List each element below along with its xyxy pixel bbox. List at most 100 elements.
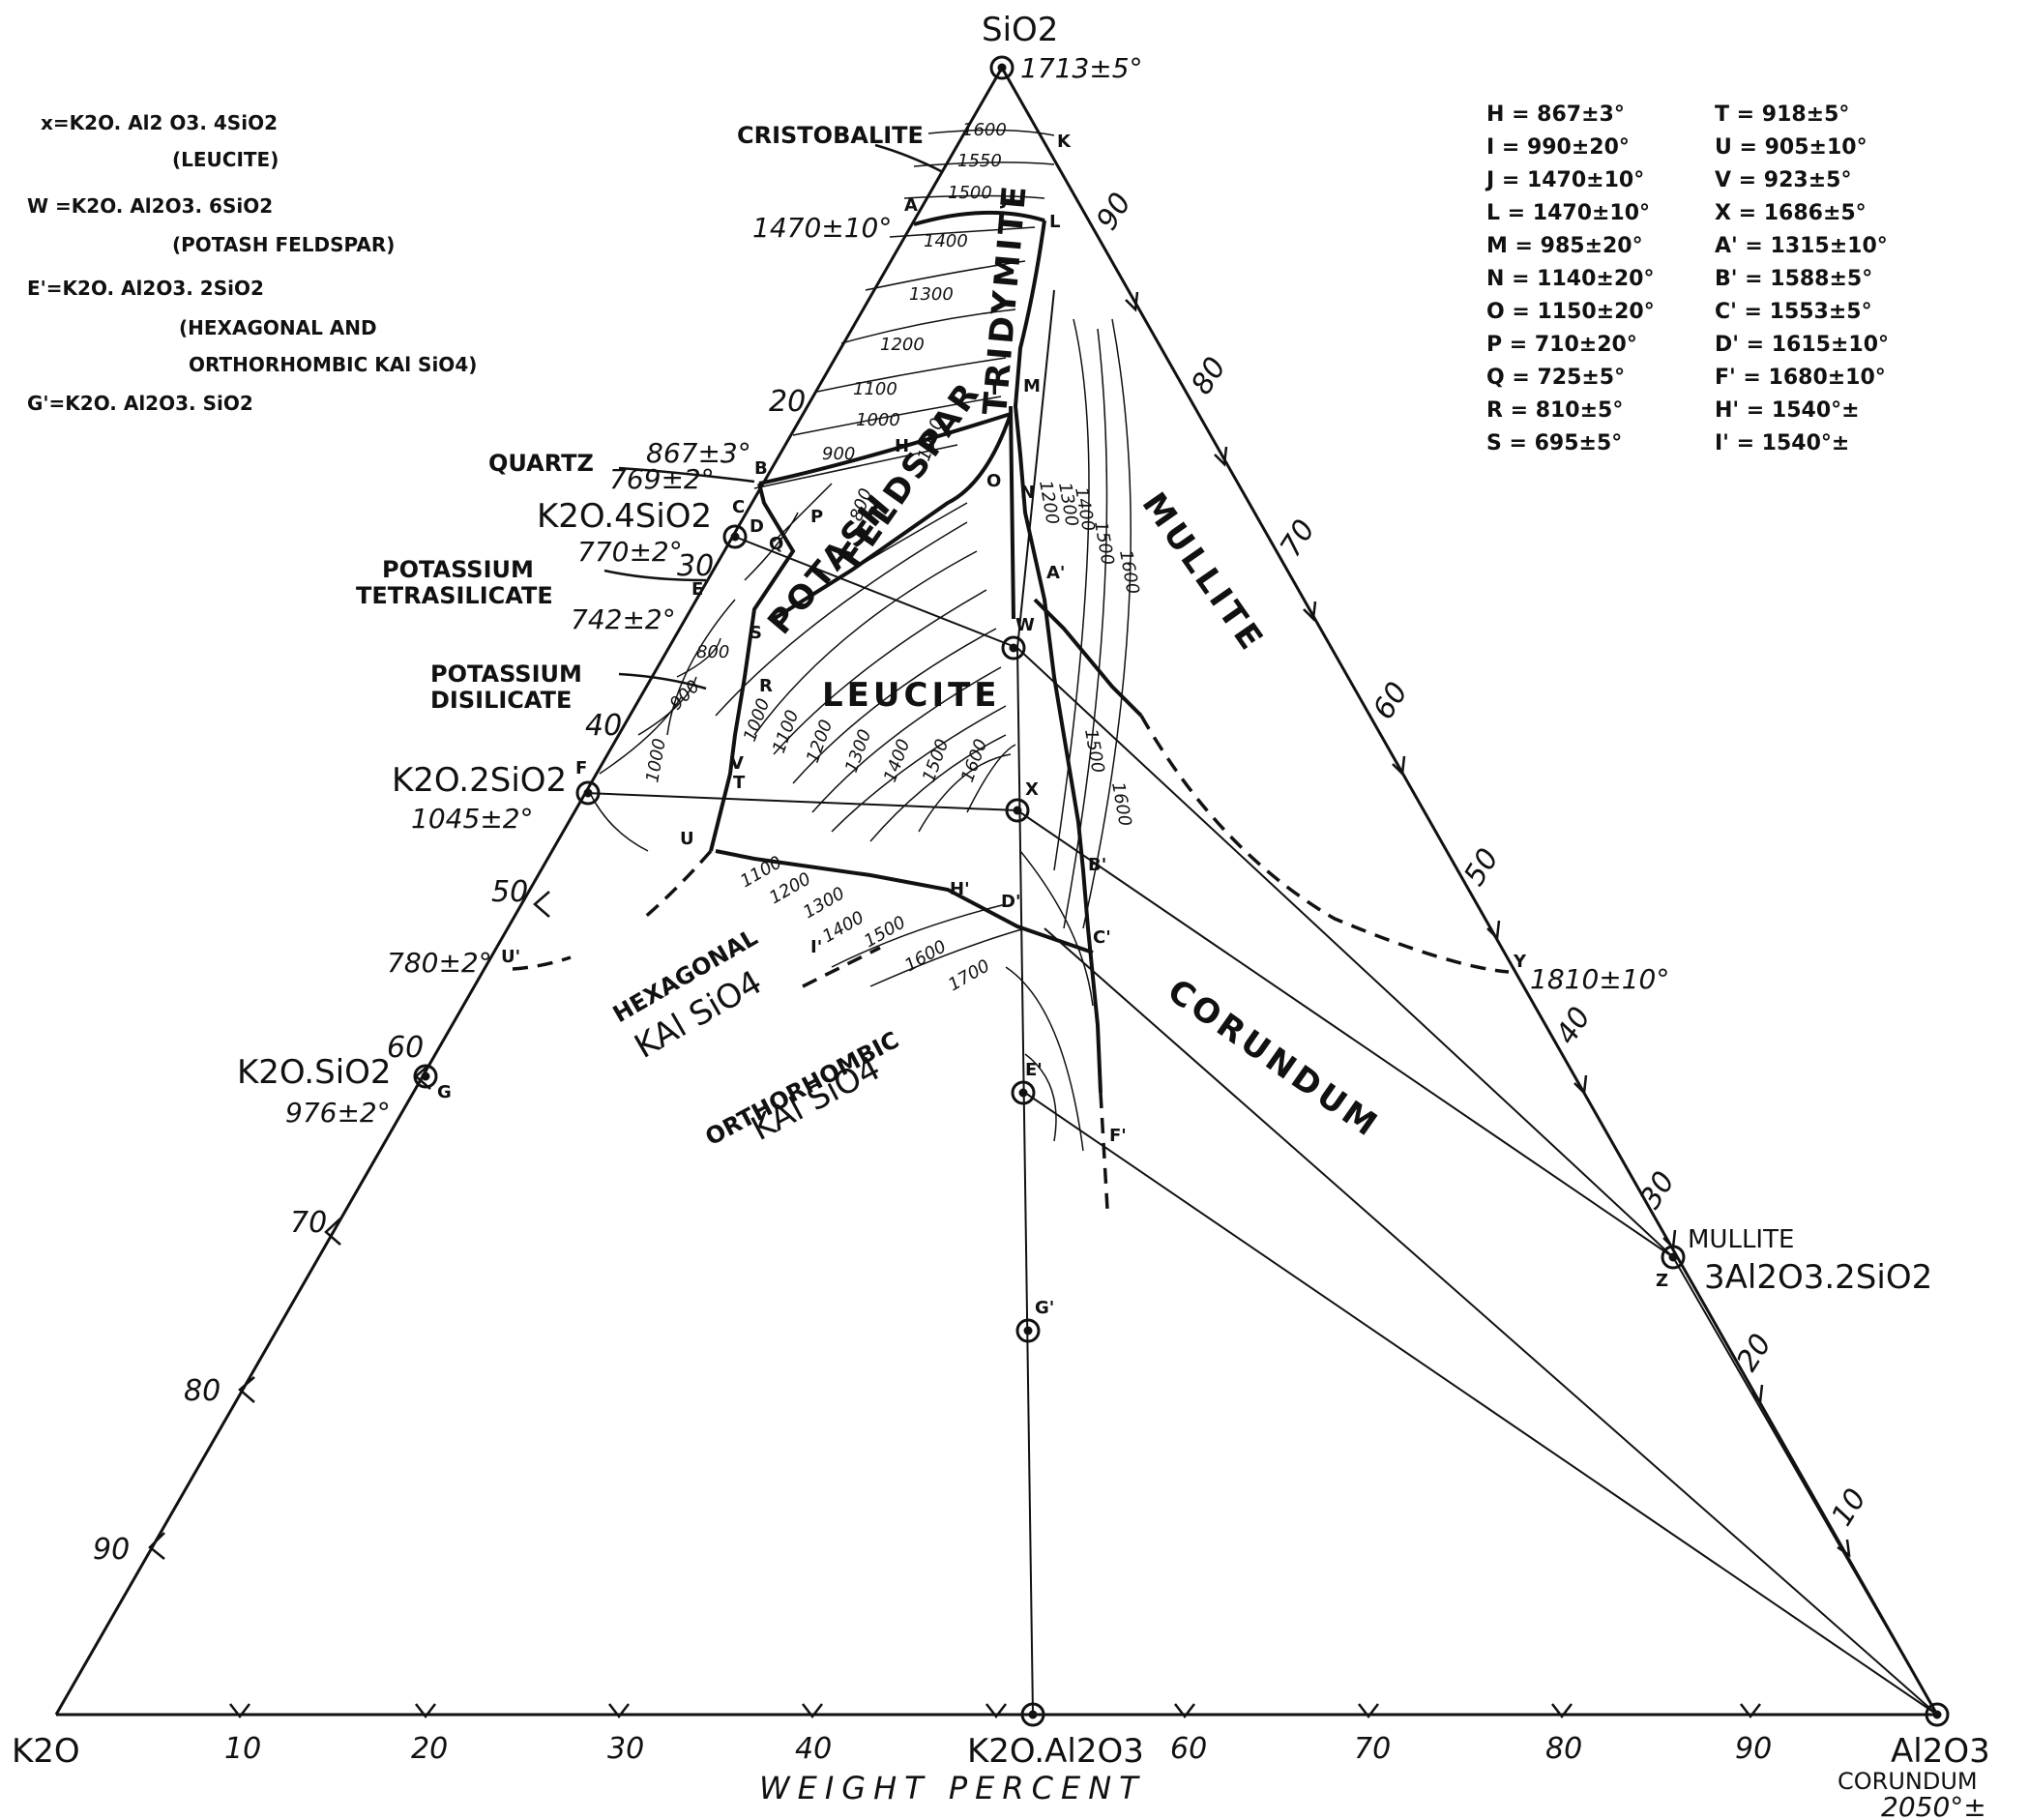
svg-text:H = 867±3°: H = 867±3°	[1486, 103, 1625, 127]
svg-text:x=K2O. Al2 O3. 4SiO2: x=K2O. Al2 O3. 4SiO2	[41, 111, 278, 134]
tick-label: 80	[1185, 351, 1233, 400]
tick-label: 10	[224, 1732, 261, 1766]
marker-k2o-2sio2	[575, 780, 601, 806]
marker-k2o-4sio2	[722, 524, 748, 549]
svg-text:1500: 1500	[861, 912, 909, 952]
footer-weight-percent: WEIGHT PERCENT	[759, 1770, 1146, 1806]
label-k2o-2sio2: K2O.2SiO2	[392, 761, 567, 800]
svg-text:I': I'	[810, 937, 822, 957]
field-mullite: MULLITE	[1134, 485, 1273, 660]
tick-label: 50	[491, 875, 528, 909]
svg-text:M = 985±20°: M = 985±20°	[1486, 234, 1643, 258]
marker-g-prime	[1015, 1318, 1041, 1343]
field-feldspar: FELDSPAR	[832, 373, 989, 575]
svg-text:J = 1470±10°: J = 1470±10°	[1485, 168, 1644, 192]
field-corundum: CORUNDUM	[1161, 972, 1387, 1147]
svg-text:R: R	[759, 676, 773, 696]
svg-text:1400: 1400	[924, 231, 968, 251]
bottom-compound-k2o-al2o3: K2O.Al2O3	[967, 1732, 1144, 1771]
compound-markers	[413, 55, 1950, 1727]
svg-text:1000: 1000	[856, 410, 900, 430]
svg-text:C': C'	[1093, 927, 1111, 948]
svg-text:B' = 1588±5°: B' = 1588±5°	[1715, 267, 1872, 291]
svg-text:J: J	[999, 190, 1008, 210]
svg-text:B: B	[754, 458, 768, 479]
vertex-sio2-temp: 1713±5°	[1020, 52, 1143, 84]
marker-sio2	[989, 55, 1014, 80]
svg-text:ORTHORHOMBIC KAl SiO4): ORTHORHOMBIC KAl SiO4)	[189, 353, 477, 376]
svg-text:T: T	[733, 773, 746, 793]
label-mullite-formula: 3Al2O3.2SiO2	[1704, 1258, 1932, 1297]
marker-w	[1001, 635, 1026, 660]
svg-text:V = 923±5°: V = 923±5°	[1715, 168, 1851, 192]
point-letters: A B C D E F G H I J K L M N O P Q R S T …	[437, 132, 1668, 1318]
svg-text:B': B'	[1088, 855, 1106, 875]
svg-text:E: E	[691, 579, 703, 600]
svg-text:800: 800	[696, 642, 729, 662]
label-potassium-disilicate-2: DISILICATE	[430, 687, 572, 714]
svg-text:F': F'	[1109, 1126, 1127, 1146]
tick-label: 40	[795, 1732, 832, 1766]
svg-text:E': E'	[1025, 1060, 1043, 1080]
vertex-al2o3: Al2O3	[1891, 1732, 1990, 1771]
label-quartz-t1: 867±3°	[646, 437, 751, 469]
tick-label: 20	[411, 1732, 448, 1766]
svg-text:1500: 1500	[1080, 727, 1108, 775]
tick-label: 90	[93, 1533, 130, 1567]
svg-text:F' = 1680±10°: F' = 1680±10°	[1715, 366, 1886, 390]
svg-text:I: I	[991, 379, 998, 399]
svg-text:D' = 1615±10°: D' = 1615±10°	[1715, 333, 1889, 357]
vertex-al2o3-temp: 2050°±	[1881, 1791, 1986, 1820]
svg-text:G: G	[437, 1082, 452, 1102]
svg-text:H' = 1540°±: H' = 1540°±	[1715, 398, 1860, 423]
label-potassium-disilicate-1: POTASSIUM	[430, 660, 582, 688]
tick-label: 60	[1170, 1732, 1207, 1766]
tick-label: 70	[1354, 1732, 1391, 1766]
svg-text:(LEUCITE): (LEUCITE)	[172, 148, 279, 171]
svg-text:E'=K2O. Al2O3. 2SiO2: E'=K2O. Al2O3. 2SiO2	[27, 277, 264, 300]
marker-x	[1005, 798, 1030, 823]
svg-text:M: M	[1023, 376, 1041, 396]
tick-label: 20	[769, 385, 806, 419]
marker-k2o-al2o3	[1020, 1702, 1045, 1727]
svg-text:H: H	[895, 436, 909, 456]
label-cristobalite-temp: 1470±10°	[752, 212, 892, 244]
svg-text:X = 1686±5°: X = 1686±5°	[1715, 201, 1867, 225]
marker-mullite	[1661, 1245, 1686, 1270]
isotherm-labels: 1600 1550 1500 1400 1300 1200 1100 1000 …	[642, 120, 1142, 995]
svg-text:A': A'	[1046, 563, 1065, 583]
formula-legend: x=K2O. Al2 O3. 4SiO2 (LEUCITE) W =K2O. A…	[27, 111, 477, 415]
marker-k2o-sio2	[413, 1064, 438, 1089]
svg-text:I' = 1540°±: I' = 1540°±	[1715, 431, 1849, 455]
tick-label: 40	[585, 709, 622, 743]
svg-text:Q = 725±5°: Q = 725±5°	[1486, 366, 1625, 390]
vertex-sio2: SiO2	[982, 11, 1058, 49]
label-k2o-sio2: K2O.SiO2	[237, 1053, 392, 1092]
temperature-key: H = 867±3° I = 990±20° J = 1470±10° L = …	[1485, 103, 1889, 455]
svg-text:Q: Q	[769, 534, 783, 554]
svg-text:(HEXAGONAL AND: (HEXAGONAL AND	[179, 316, 377, 339]
svg-text:1600: 1600	[962, 120, 1007, 140]
svg-text:1600: 1600	[901, 936, 950, 976]
label-quartz: QUARTZ	[488, 450, 594, 477]
tick-marks	[148, 291, 1851, 1719]
tick-label: 60	[1367, 676, 1415, 725]
field-leucite: LEUCITE	[822, 676, 1001, 715]
label-k2o-sio2-temp: 976±2°	[285, 1097, 391, 1129]
vertex-k2o: K2O	[12, 1732, 80, 1771]
svg-text:R = 810±5°: R = 810±5°	[1486, 398, 1623, 423]
svg-text:U = 905±10°: U = 905±10°	[1715, 135, 1867, 160]
tick-label: 70	[290, 1206, 327, 1240]
svg-text:1550: 1550	[957, 151, 1002, 171]
svg-text:D: D	[750, 516, 764, 537]
tick-label: 90	[1090, 187, 1138, 236]
marker-al2o3	[1925, 1702, 1950, 1727]
label-quartz-t2: 769±2°	[609, 463, 715, 495]
svg-text:1300: 1300	[909, 284, 954, 305]
tick-label: 80	[1545, 1732, 1582, 1766]
tick-label: 30	[1633, 1165, 1682, 1215]
dashed-curves	[512, 715, 1510, 1210]
label-potassium-tetrasilicate-1: POTASSIUM	[382, 556, 534, 583]
svg-text:N: N	[1020, 483, 1035, 503]
svg-text:Z: Z	[1656, 1271, 1668, 1291]
